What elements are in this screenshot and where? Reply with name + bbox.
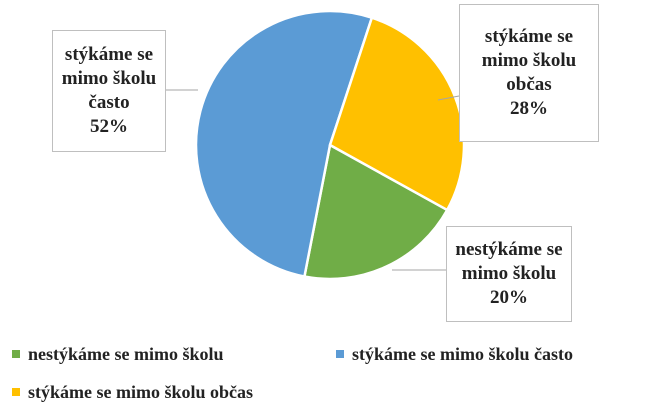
data-label-value: 28%: [510, 98, 548, 119]
legend-item: nestýkáme se mimo školu: [12, 342, 224, 366]
data-label: stýkáme se mimo školu občas 28%: [459, 4, 599, 142]
data-label: stýkáme se mimo školu často 52%: [52, 30, 166, 152]
legend-label: stýkáme se mimo školu často: [352, 343, 573, 364]
pie-slice: [302, 143, 449, 281]
legend-label: stýkáme se mimo školu občas: [28, 381, 254, 402]
pie-slice: [194, 9, 374, 279]
legend-swatch: [336, 350, 344, 358]
legend-swatch: [12, 350, 20, 358]
legend-label: nestýkáme se mimo školu: [28, 343, 224, 364]
legend-item: stýkáme se mimo školu často: [336, 342, 573, 366]
data-label-category: stýkáme se mimo školu občas: [481, 26, 577, 95]
legend-swatch: [12, 388, 20, 396]
legend-item: stýkáme se mimo školu občas: [12, 380, 253, 404]
pie-slice: [328, 16, 466, 212]
leader-line: [437, 95, 460, 101]
data-label: nestýkáme se mimo školu 20%: [446, 226, 572, 322]
data-label-category: nestýkáme se mimo školu: [455, 239, 563, 284]
data-label-category: stýkáme se mimo školu často: [61, 44, 157, 113]
data-label-value: 52%: [90, 116, 128, 137]
data-label-value: 20%: [490, 287, 528, 308]
